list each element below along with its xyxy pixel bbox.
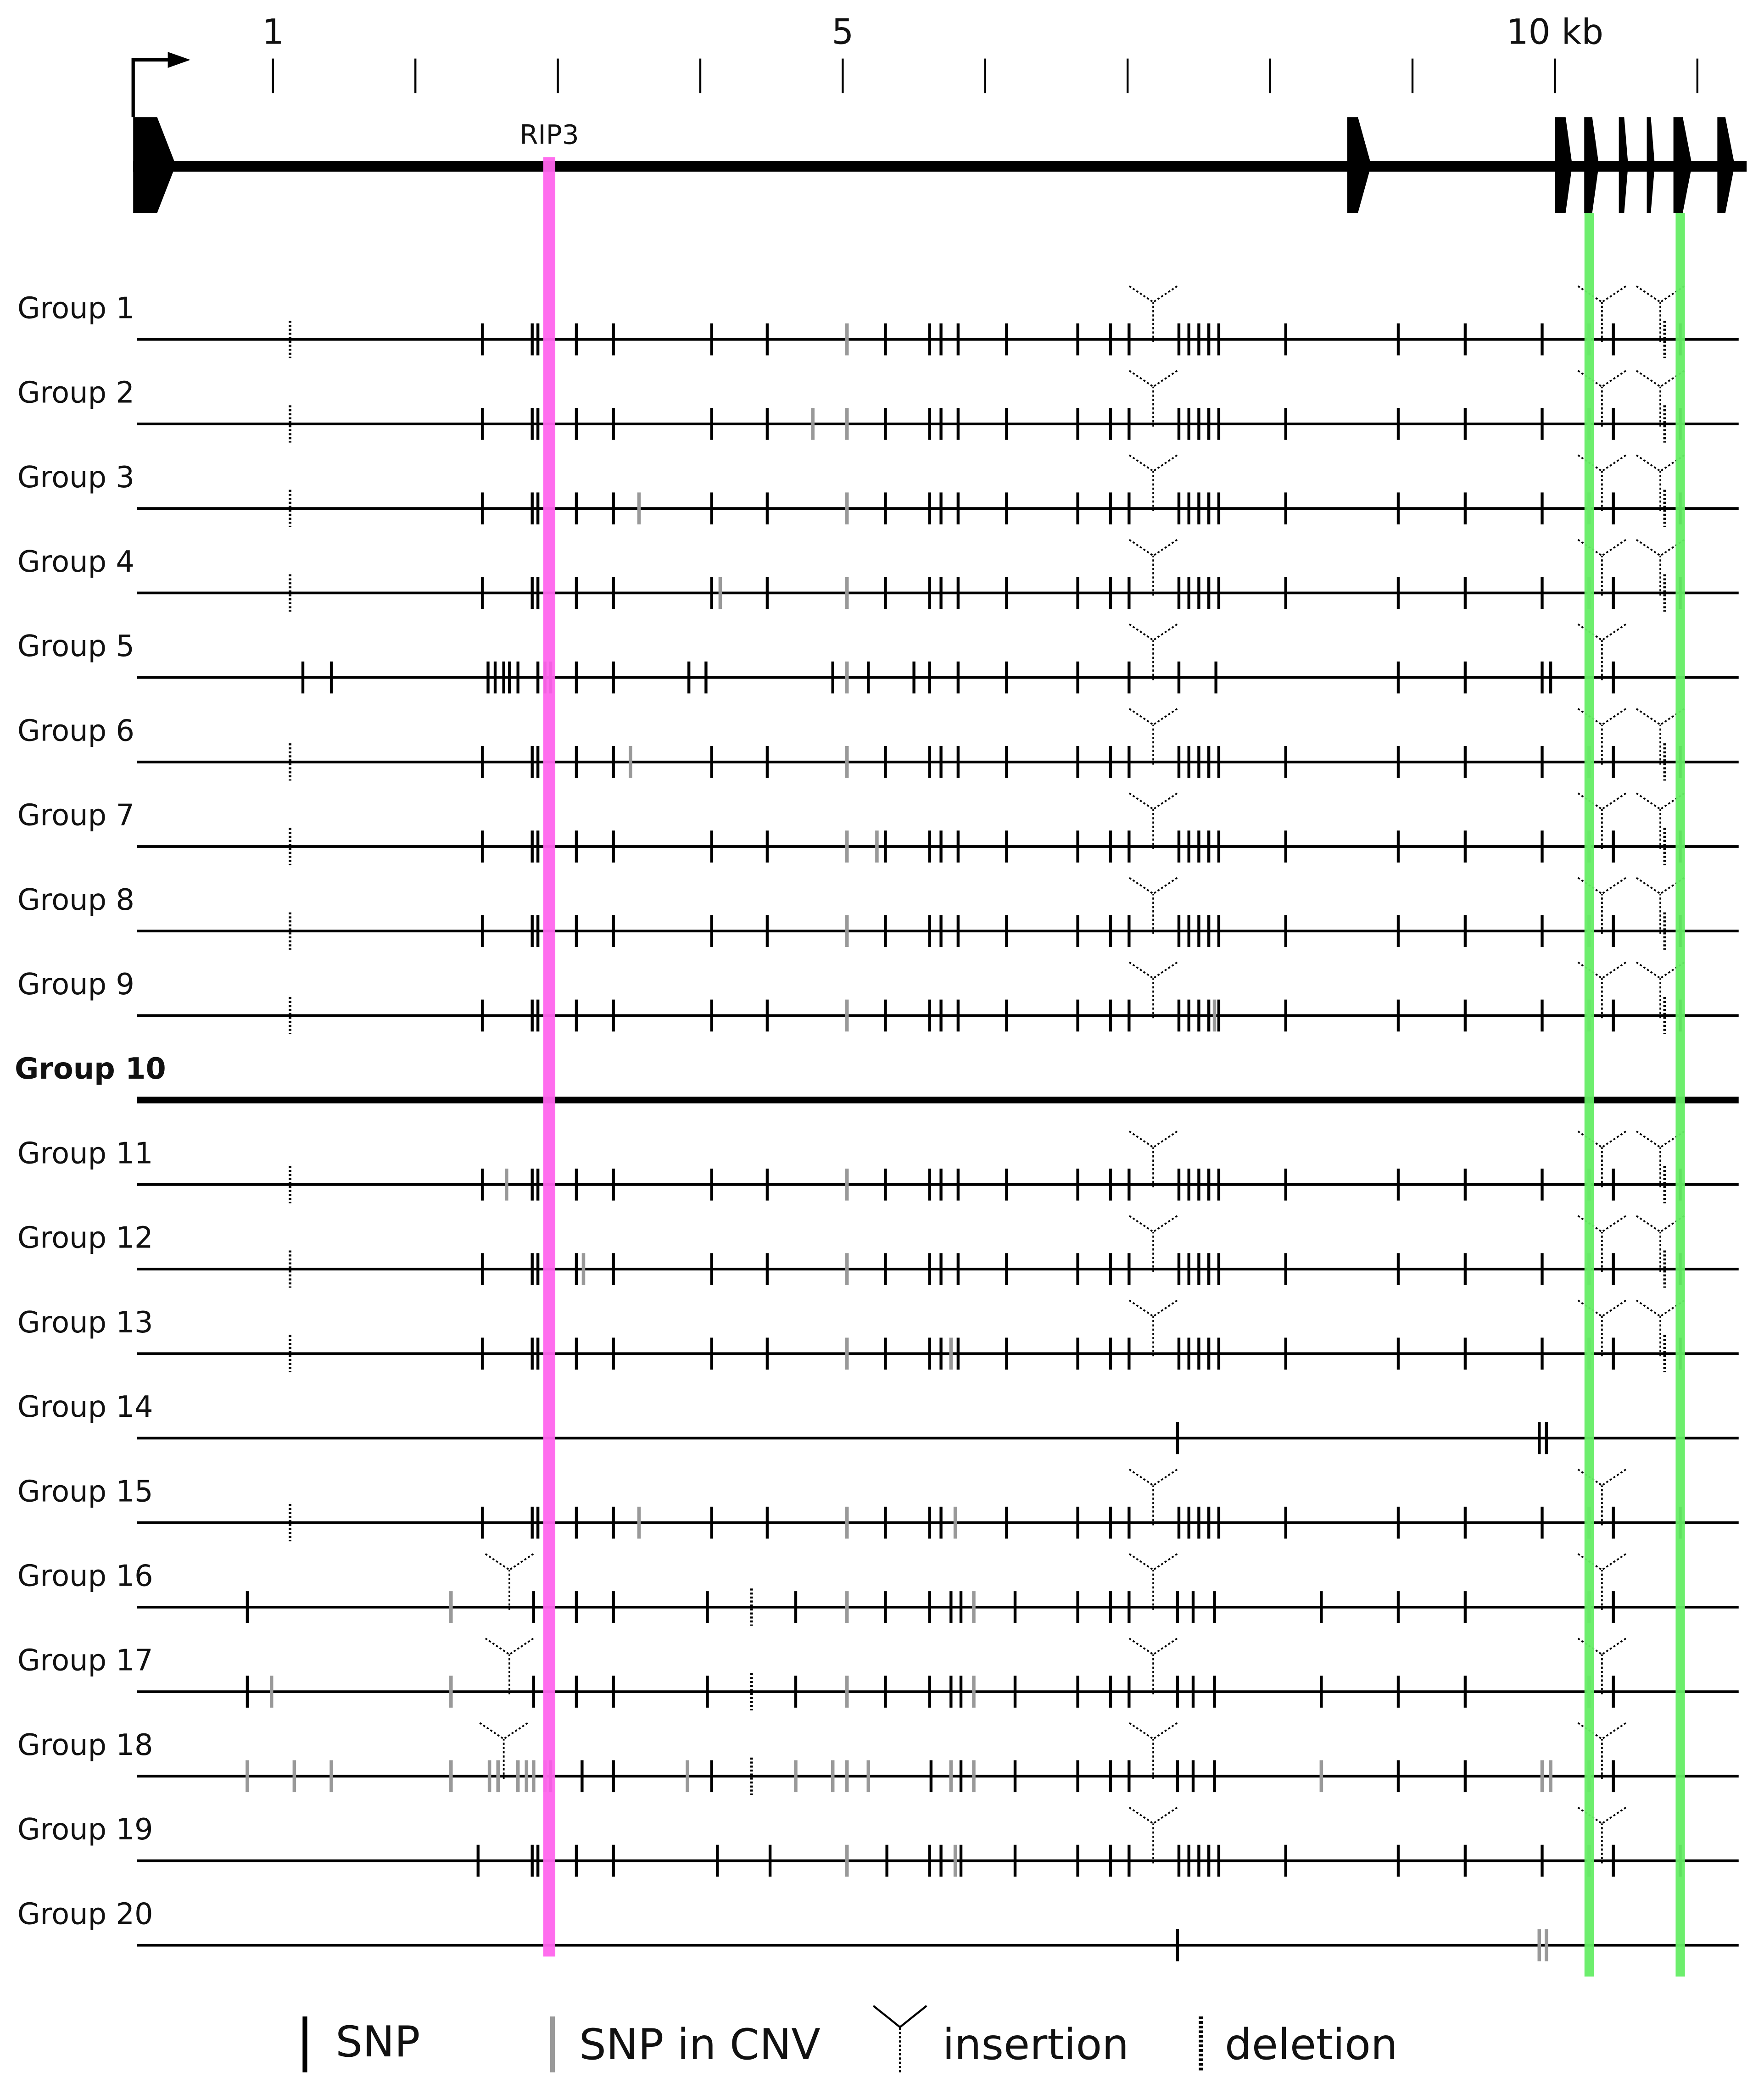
group-label: Group 12 [17,1221,153,1255]
group-label: Group 10 [15,1052,166,1086]
group-label: Group 19 [17,1813,153,1847]
insertion [1128,1215,1178,1272]
scale-label: 5 [832,12,854,52]
insertion-arms [1128,1722,1178,1740]
insertion [479,1722,528,1779]
exon [1555,117,1573,213]
group-label: Group 16 [17,1559,153,1593]
insertion-arms [1128,623,1178,641]
insertion [1128,1637,1178,1694]
insertion-arms [872,2005,927,2028]
promoter-arrowhead [167,52,190,68]
insertion [1128,454,1178,511]
insertion [1128,1806,1178,1864]
insertion-arms [1128,454,1178,473]
group-label: Group 8 [17,883,134,917]
insertion [1128,1553,1178,1610]
legend-label: insertion [943,2020,1129,2069]
scale-label: 10 kb [1507,12,1603,52]
exon [133,117,176,213]
group-label: Group 13 [17,1306,153,1340]
insertion [485,1637,534,1694]
insertion [1128,1131,1178,1187]
insertion [1128,708,1178,765]
exon [1673,117,1692,213]
legend-label: SNP [335,2017,420,2066]
insertion-arms [1128,539,1178,557]
group-label: Group 6 [17,714,134,748]
group-label: Group 5 [17,629,134,663]
insertion [1128,285,1178,342]
promoter-arrow [131,58,171,117]
highlight-label: RIP3 [519,119,579,150]
group-label: Group 15 [17,1475,153,1509]
insertion [1128,1722,1178,1779]
scale-label: 1 [262,12,284,52]
insertion [1128,1299,1178,1357]
variant-rows: Group 1 Group 2 Group 3 Group 4 Group 5 Group… [15,285,1739,1961]
insertion-arms [1128,708,1178,726]
insertion-arms [485,1637,534,1656]
group-label: Group 1 [17,291,134,325]
exon [1717,117,1735,213]
insertion-arms [1128,1806,1178,1825]
group-label: Group 4 [17,545,134,579]
legend-label: deletion [1225,2020,1398,2069]
insertion [1128,792,1178,849]
insertion-arms [479,1722,528,1740]
insertion-arms [1128,877,1178,895]
insertion-arms [1128,1131,1178,1148]
insertion [1128,961,1178,1019]
insertion-arms [1128,1299,1178,1318]
group-label: Group 3 [17,461,134,495]
gene-model [131,52,1747,213]
legend-insertion-key [872,2005,927,2072]
group-label: Group 7 [17,799,134,833]
insertion-arms [1128,285,1178,303]
group-label: Group 14 [17,1390,153,1424]
insertion-arms [1128,792,1178,811]
insertion-arms [1128,370,1178,388]
insertion [1128,539,1178,596]
insertion [1128,1469,1178,1526]
legend-label: SNP in CNV [579,2020,821,2069]
group-label: Group 2 [17,376,134,410]
insertion-arms [1128,961,1178,980]
insertion-arms [1128,1553,1178,1571]
group-label: Group 9 [17,968,134,1002]
exon [1347,117,1372,213]
gene-line [133,161,1747,172]
insertion-arms [1128,1469,1178,1487]
group-label: Group 17 [17,1644,153,1678]
exon [1647,117,1655,213]
group-label: Group 20 [17,1897,153,1931]
group-label: Group 18 [17,1728,153,1762]
exon [1619,117,1628,213]
insertion [485,1553,534,1610]
insertion-arms [1128,1215,1178,1233]
insertion-arms [485,1553,534,1571]
insertion-arms [1128,1637,1178,1656]
exon [1584,117,1599,213]
insertion [1128,370,1178,427]
group-label: Group 11 [17,1136,153,1170]
insertion [1128,623,1178,680]
insertion [1128,877,1178,934]
